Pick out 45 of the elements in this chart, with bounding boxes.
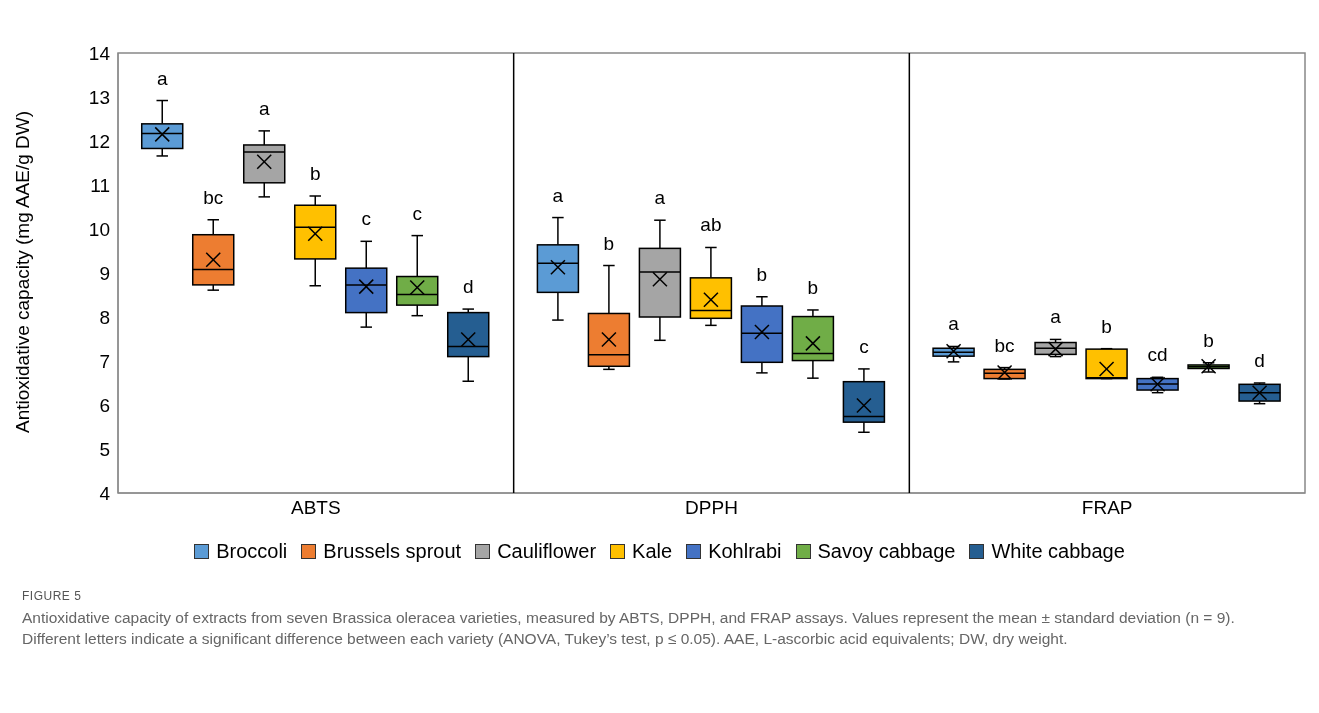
text: bc <box>203 186 224 208</box>
y-tick-label: 4 <box>99 482 111 504</box>
y-tick-label: 11 <box>90 174 110 196</box>
text: b <box>603 232 615 254</box>
text: b <box>756 263 768 285</box>
legend-label: Kohlrabi <box>708 540 782 563</box>
y-tick-label: 7 <box>99 350 110 372</box>
text: d <box>462 276 474 298</box>
text: b <box>1101 315 1112 337</box>
text: c <box>412 202 422 224</box>
text: a <box>654 187 666 209</box>
legend-label: White cabbage <box>991 540 1125 563</box>
legend-label: Savoy cabbage <box>817 540 956 563</box>
text: b <box>807 276 819 298</box>
legend-label: Brussels sprout <box>323 540 462 563</box>
x-tick-label: FRAP <box>1081 497 1133 519</box>
legend-label: Broccoli <box>216 540 288 563</box>
y-tick-label: 9 <box>99 262 110 284</box>
text: bc <box>994 334 1015 356</box>
text: a <box>156 67 168 89</box>
x-tick-label: ABTS <box>291 497 341 519</box>
text: cd <box>1147 344 1168 366</box>
text: c <box>361 208 371 230</box>
text: d <box>1254 350 1265 371</box>
text: FIGURE 5 <box>21 589 83 603</box>
legend-label: Cauliflower <box>497 540 597 563</box>
text: a <box>258 97 270 119</box>
text: b <box>309 163 321 184</box>
y-tick-label: 8 <box>99 306 110 328</box>
text: ab <box>700 214 722 236</box>
x-tick-label: DPPH <box>685 497 738 519</box>
legend-label: Kale <box>632 540 673 563</box>
y-tick-label: 12 <box>88 130 110 152</box>
y-tick-label: 14 <box>88 42 111 64</box>
y-tick-label: 13 <box>88 86 110 108</box>
text: a <box>1050 306 1061 328</box>
y-tick-label: 6 <box>99 394 110 416</box>
text: Antioxidative capacity of extracts from seven Brassica oleracea varieties, measured by ABTS, DPPH, and FRAP assays. Values represent the mean ± standard deviation (n = 9). Different letters indicate a significant difference between each variety (ANOVA, Tukey’s test, p ≤ 0.05). AAE, L-ascorbic acid equivalents; DW, dry weight. <box>21 608 1236 649</box>
y-axis-title: Antioxidative capacity (mg AAE/g DW) <box>11 110 33 433</box>
text: a <box>552 184 564 206</box>
text: c <box>859 335 869 357</box>
y-tick-label: 10 <box>88 218 110 240</box>
text: b <box>1203 329 1214 351</box>
text: a <box>948 313 959 335</box>
y-tick-label: 5 <box>99 438 110 460</box>
